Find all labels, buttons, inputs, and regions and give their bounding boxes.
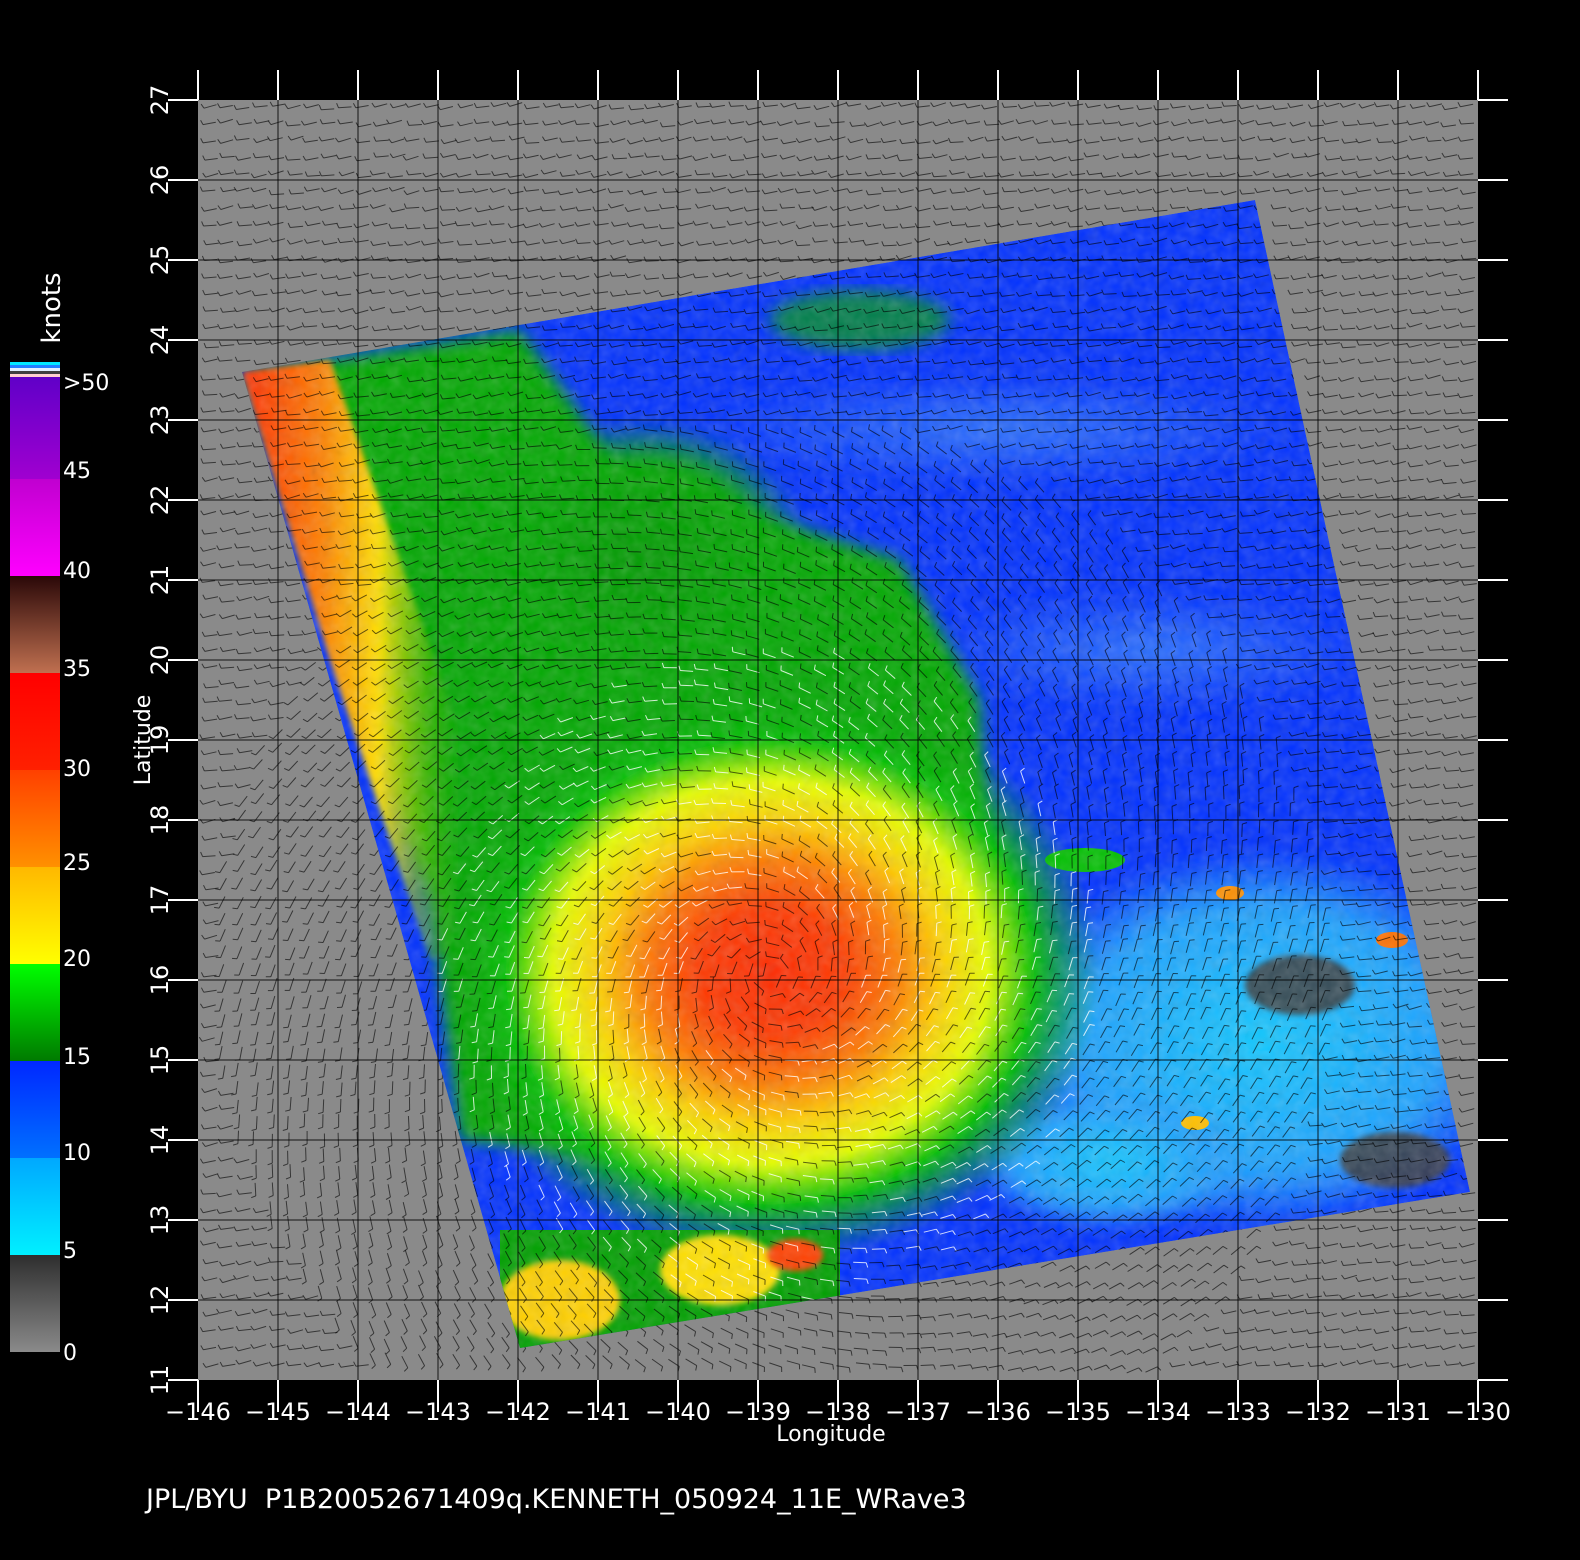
lon-tick-label: −135 <box>1045 1398 1111 1426</box>
colorbar-label: 35 <box>63 657 91 682</box>
lat-tick-label: 24 <box>146 325 174 356</box>
colorbar-label: 30 <box>63 757 91 782</box>
lat-tick-label: 25 <box>146 245 174 276</box>
lon-tick-label: −133 <box>1205 1398 1271 1426</box>
lon-tick-label: −141 <box>565 1398 631 1426</box>
lon-tick-label: −136 <box>965 1398 1031 1426</box>
lon-tick-label: −132 <box>1285 1398 1351 1426</box>
lat-tick-label: 17 <box>146 885 174 916</box>
colorbar-label: 15 <box>63 1045 91 1070</box>
lon-tick-label: −143 <box>405 1398 471 1426</box>
colorbar-label: 0 <box>63 1341 77 1366</box>
lat-tick-label: 16 <box>146 965 174 996</box>
lon-tick-label: −138 <box>805 1398 871 1426</box>
colorbar-label: 40 <box>63 559 91 584</box>
lat-tick-label: 26 <box>146 165 174 196</box>
lon-tick-label: −139 <box>725 1398 791 1426</box>
lon-tick-label: −131 <box>1365 1398 1431 1426</box>
lon-tick-label: −137 <box>885 1398 951 1426</box>
colorbar-label: >50 <box>63 371 109 396</box>
lat-tick-label: 23 <box>146 405 174 436</box>
colorbar-title: knots <box>37 272 67 343</box>
lat-tick-label: 22 <box>146 485 174 516</box>
lat-tick-label: 27 <box>146 85 174 116</box>
footer-caption: JPL/BYU P1B20052671409q.KENNETH_050924_1… <box>144 1484 967 1515</box>
lat-tick-label: 11 <box>146 1365 174 1396</box>
lat-tick-label: 20 <box>146 645 174 676</box>
lat-tick-label: 12 <box>146 1285 174 1316</box>
colorbar-label: 45 <box>63 459 91 484</box>
lat-tick-label: 21 <box>146 565 174 596</box>
x-axis-label: Longitude <box>776 1422 885 1447</box>
lon-tick-label: −145 <box>245 1398 311 1426</box>
colorbar: knots 0 5 10 15 20 25 30 35 40 45 >50 <box>10 272 109 1366</box>
lat-tick-label: 13 <box>146 1205 174 1236</box>
lat-tick-label: 18 <box>146 805 174 836</box>
lon-tick-label: −144 <box>325 1398 391 1426</box>
colorbar-label: 5 <box>63 1239 77 1264</box>
lat-tick-label: 19 <box>146 725 174 756</box>
colorbar-label: 25 <box>63 851 91 876</box>
lon-tick-label: −146 <box>165 1398 231 1426</box>
y-axis-label: Latitude <box>131 695 156 786</box>
lon-tick-label: −134 <box>1125 1398 1191 1426</box>
lat-tick-label: 14 <box>146 1125 174 1156</box>
lon-tick-label: −140 <box>645 1398 711 1426</box>
lat-lon-grid <box>198 100 1478 1380</box>
lat-tick-label: 15 <box>146 1045 174 1076</box>
lon-tick-label: −130 <box>1445 1398 1511 1426</box>
colorbar-label: 20 <box>63 947 91 972</box>
axes: −146 −145 −144 −143 −142 −141 −140 −139 −138 −137… <box>146 70 1511 1426</box>
colorbar-label: 10 <box>63 1141 91 1166</box>
lon-tick-label: −142 <box>485 1398 551 1426</box>
